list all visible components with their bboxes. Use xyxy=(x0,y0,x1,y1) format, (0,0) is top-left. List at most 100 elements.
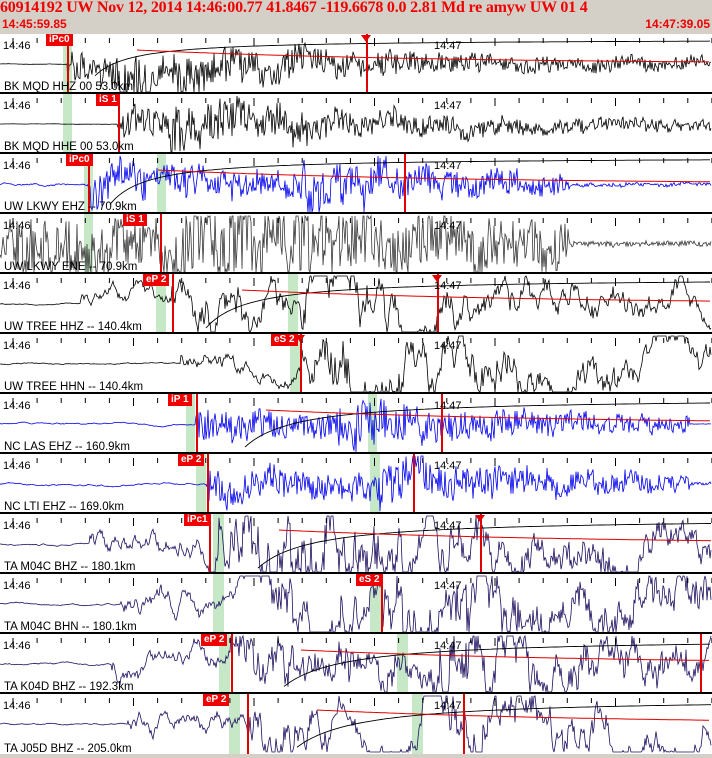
waveform-trace[interactable] xyxy=(0,574,712,632)
pick-marker-line[interactable] xyxy=(172,274,174,332)
minute-label-right: 14:47 xyxy=(434,100,462,112)
minute-label-left: 14:46 xyxy=(3,460,31,472)
trace-panel[interactable]: 14:46 14:47 eP 2 UW TREE HHZ -- 140.4km xyxy=(0,274,712,334)
pick-marker-line[interactable] xyxy=(160,214,162,272)
pick-window-shade xyxy=(196,454,206,512)
trace-panel[interactable]: 14:46 14:47 iPc0 BK MQD HHZ 00 53.0km xyxy=(0,34,712,94)
waveform-trace[interactable] xyxy=(0,394,712,452)
trace-panel[interactable]: 14:46 14:47 eP 2 TA K04D BHZ -- 192.3km xyxy=(0,634,712,694)
channel-label: BK MQD HHZ 00 53.0km xyxy=(4,81,134,93)
pick-marker-line[interactable] xyxy=(196,394,198,452)
pick-marker-line[interactable] xyxy=(441,394,443,452)
pick-marker-line[interactable] xyxy=(437,274,439,332)
pick-marker-line[interactable] xyxy=(700,634,702,692)
phase-pick-label[interactable]: eS 2 xyxy=(271,334,298,346)
phase-pick-label[interactable]: iPc0 xyxy=(46,34,73,46)
pick-marker-line[interactable] xyxy=(404,154,406,212)
pick-marker-line[interactable] xyxy=(209,514,211,572)
phase-pick-label[interactable]: iP 1 xyxy=(168,394,192,406)
pick-marker-line[interactable] xyxy=(88,154,90,212)
minute-label-left: 14:46 xyxy=(3,280,31,292)
phase-pick-label[interactable]: iS 1 xyxy=(96,94,120,106)
waveform-trace[interactable] xyxy=(0,154,712,212)
channel-label: TA M04C BHN -- 180.1km xyxy=(4,621,137,633)
minute-label-left: 14:46 xyxy=(3,340,31,352)
channel-label: UW LKWY ENE -- 70.9km xyxy=(4,261,138,273)
waveform-trace[interactable] xyxy=(0,454,712,512)
pick-marker-line[interactable] xyxy=(366,34,368,92)
phase-pick-label[interactable]: eP 2 xyxy=(178,454,205,466)
event-title: 60914192 UW Nov 12, 2014 14:46:00.77 41.… xyxy=(0,0,588,16)
waveform-trace[interactable] xyxy=(0,634,712,692)
phase-pick-label[interactable]: eP 2 xyxy=(203,694,230,706)
phase-pick-label[interactable]: eS 2 xyxy=(356,574,383,586)
waveform-trace[interactable] xyxy=(0,514,712,572)
pick-window-shade xyxy=(63,94,72,152)
waveform-trace[interactable] xyxy=(0,274,712,332)
channel-label: UW LKWY EHZ -- 70.9km xyxy=(4,201,137,213)
trace-panel[interactable]: 14:46 14:47 iP 1 NC LAS EHZ -- 160.9km xyxy=(0,394,712,454)
pick-marker-line[interactable] xyxy=(300,334,302,392)
pick-window-shade xyxy=(84,214,93,272)
minute-label-right: 14:47 xyxy=(434,340,462,352)
minute-label-right: 14:47 xyxy=(434,160,462,172)
minute-label-left: 14:46 xyxy=(3,40,31,52)
pick-marker-line[interactable] xyxy=(231,634,233,692)
pick-window-shade xyxy=(288,274,298,332)
trace-panel[interactable]: 14:46 14:47 eS 2 TA M04C BHN -- 180.1km xyxy=(0,574,712,634)
pick-marker-line[interactable] xyxy=(480,514,482,572)
trace-panel[interactable]: 14:46 14:47 iS 1 UW LKWY ENE -- 70.9km xyxy=(0,214,712,274)
channel-label: NC LAS EHZ -- 160.9km xyxy=(4,441,130,453)
pick-window-shade xyxy=(397,634,408,692)
minute-label-left: 14:46 xyxy=(3,700,31,712)
pick-marker-line[interactable] xyxy=(247,694,249,754)
phase-pick-label[interactable]: iPc1 xyxy=(184,514,211,526)
waveform-trace[interactable] xyxy=(0,214,712,272)
channel-label: BK MQD HHE 00 53.0km xyxy=(4,141,134,153)
waveform-trace[interactable] xyxy=(0,334,712,392)
minute-label-left: 14:46 xyxy=(3,220,31,232)
phase-pick-label[interactable]: iS 1 xyxy=(123,214,147,226)
pick-window-shade xyxy=(370,454,380,512)
minute-label-right: 14:47 xyxy=(434,400,462,412)
channel-label: TA J05D BHZ -- 205.0km xyxy=(4,743,132,754)
pick-marker-line[interactable] xyxy=(67,34,69,92)
waveform-trace[interactable] xyxy=(0,34,712,92)
pick-triangle-marker[interactable] xyxy=(432,275,442,282)
minute-label-right: 14:47 xyxy=(434,700,462,712)
pick-marker-line[interactable] xyxy=(207,454,209,512)
pick-marker-line[interactable] xyxy=(413,454,415,512)
phase-pick-label[interactable]: eP 2 xyxy=(143,274,170,286)
pick-marker-line[interactable] xyxy=(381,574,383,632)
pick-triangle-marker[interactable] xyxy=(361,35,371,42)
phase-pick-label[interactable]: iPc0 xyxy=(66,154,93,166)
pick-window-shade xyxy=(157,154,166,212)
pick-marker-line[interactable] xyxy=(463,694,465,754)
trace-panel[interactable]: 14:46 14:47 iPc1 TA M04C BHZ -- 180.1km xyxy=(0,514,712,574)
trace-panel[interactable]: 14:46 14:47 eS 2 UW TREE HHN -- 140.4km xyxy=(0,334,712,394)
pick-window-shade xyxy=(290,334,300,392)
minute-label-right: 14:47 xyxy=(434,280,462,292)
minute-label-left: 14:46 xyxy=(3,400,31,412)
trace-panel[interactable]: 14:46 14:47 eP 2 NC LTI EHZ -- 169.0km xyxy=(0,454,712,514)
trace-panel[interactable]: 14:46 14:47 eP 2 TA J05D BHZ -- 205.0km xyxy=(0,694,712,754)
pick-triangle-marker[interactable] xyxy=(295,335,305,342)
channel-label: TA K04D BHZ -- 192.3km xyxy=(4,681,134,693)
minute-label-left: 14:46 xyxy=(3,520,31,532)
trace-panel[interactable]: 14:46 14:47 iPc0 UW LKWY EHZ -- 70.9km xyxy=(0,154,712,214)
pick-window-shade xyxy=(370,574,381,632)
pick-marker-line[interactable] xyxy=(118,94,120,152)
channel-label: UW TREE HHN -- 140.4km xyxy=(4,381,144,393)
pick-triangle-marker[interactable] xyxy=(475,515,485,522)
channel-label: NC LTI EHZ -- 169.0km xyxy=(4,501,124,513)
phase-pick-label[interactable]: eP 2 xyxy=(201,634,228,646)
waveform-trace[interactable] xyxy=(0,694,712,754)
window-start-time: 14:45:59.85 xyxy=(2,17,67,31)
trace-panel[interactable]: 14:46 14:47 iS 1 BK MQD HHE 00 53.0km xyxy=(0,94,712,154)
minute-label-left: 14:46 xyxy=(3,580,31,592)
channel-label: TA M04C BHZ -- 180.1km xyxy=(4,561,136,573)
minute-label-left: 14:46 xyxy=(3,640,31,652)
pick-window-shade xyxy=(186,394,195,452)
trace-panel-list: 14:46 14:47 iPc0 BK MQD HHZ 00 53.0km 14:46 1… xyxy=(0,34,712,758)
